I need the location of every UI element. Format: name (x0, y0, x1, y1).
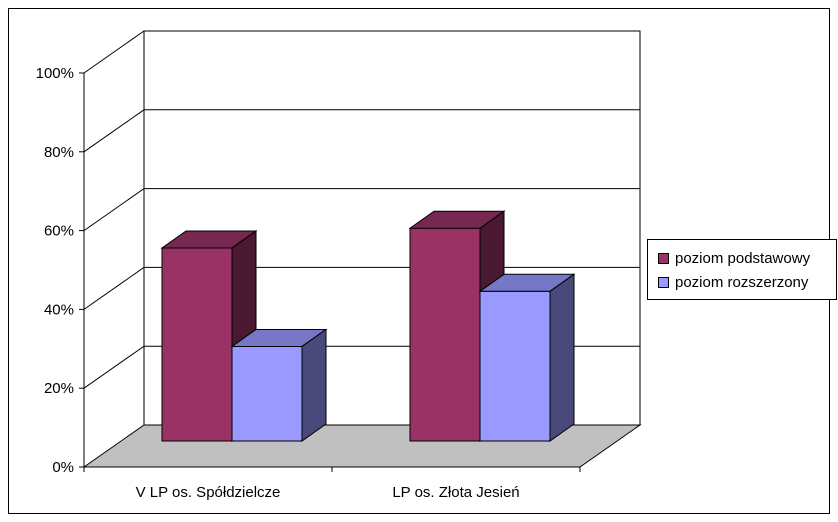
legend-box (647, 239, 837, 300)
bar-front (479, 290, 551, 442)
bar-side (549, 273, 575, 442)
y-tick-label: 80% (44, 144, 74, 161)
bar-front (409, 227, 481, 442)
gridline (83, 109, 640, 153)
legend-label: poziom podstawowy (675, 250, 811, 267)
y-tick-label: 20% (44, 380, 74, 397)
y-tick-label: 60% (44, 223, 74, 240)
bar-front (161, 247, 233, 442)
y-tick-label: 100% (36, 65, 74, 82)
y-tick-label: 0% (52, 459, 74, 476)
legend-swatch (658, 277, 669, 288)
y-tick-label: 40% (44, 301, 74, 318)
back-wall (143, 30, 641, 426)
legend-swatch (658, 253, 669, 264)
bar-side (301, 328, 327, 442)
bar-front (231, 345, 303, 442)
legend-label: poziom rozszerzony (675, 274, 809, 291)
gridline (83, 188, 640, 232)
side-wall-top-edge (83, 30, 145, 74)
x-category-label: V LP os. Spółdzielcze (136, 484, 281, 501)
x-category-label: LP os. Złota Jesień (392, 484, 519, 501)
